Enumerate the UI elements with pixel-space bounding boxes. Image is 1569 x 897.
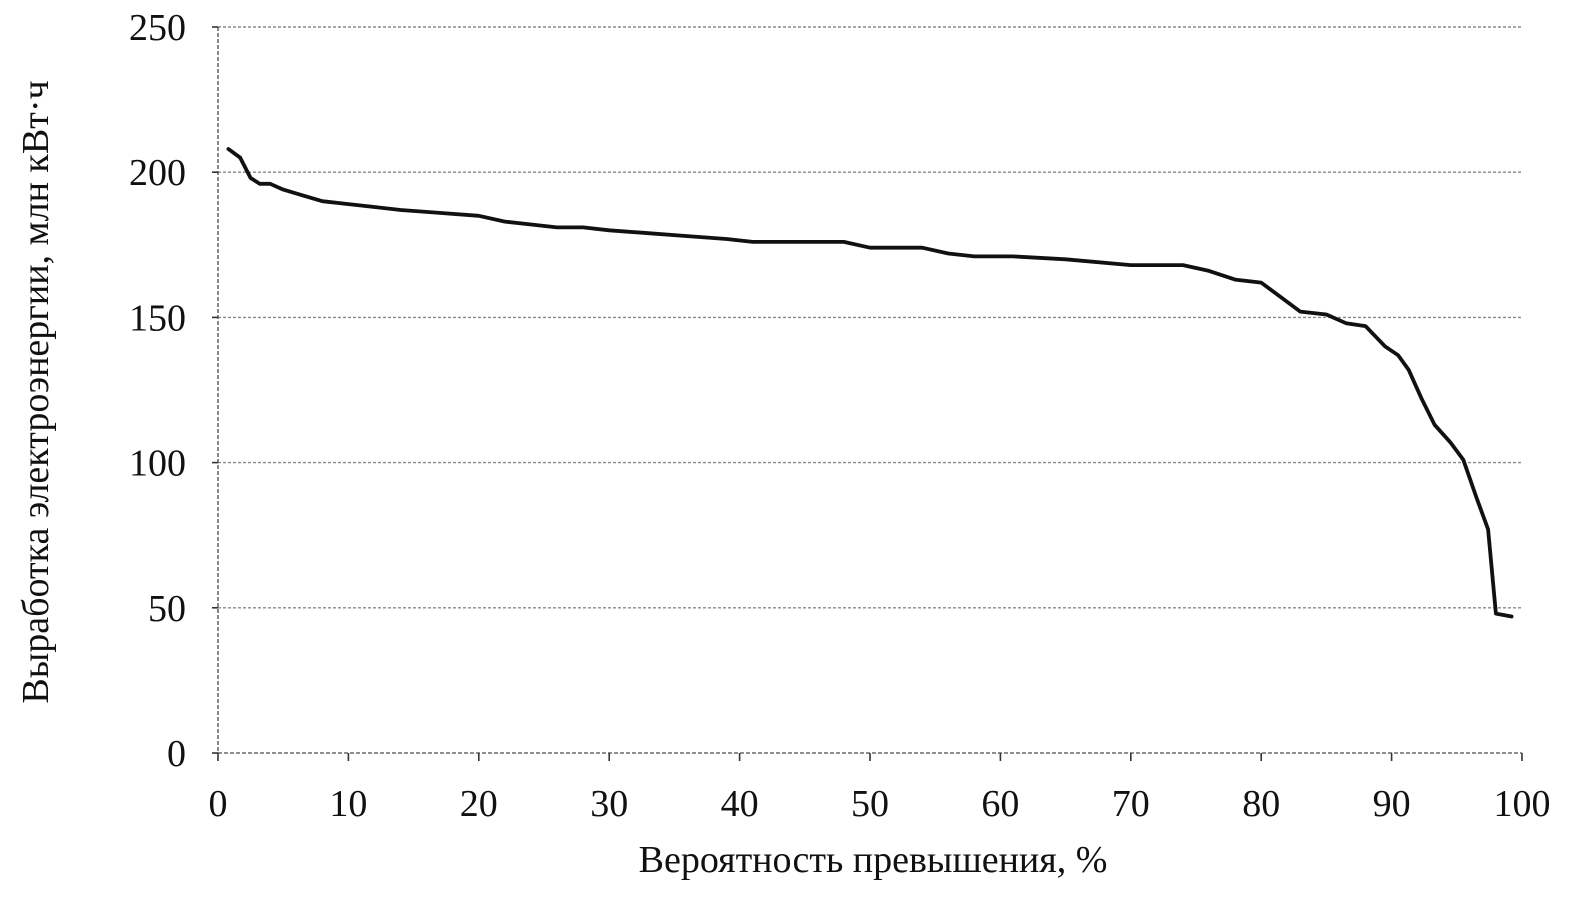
x-tick-label-40: 40 [721,783,759,825]
x-tick-label-50: 50 [851,783,889,825]
x-tick-label-80: 80 [1242,783,1280,825]
gridlines [218,26,1522,609]
x-tick-label-0: 0 [209,783,228,825]
y-tick-label-150: 150 [129,297,186,339]
x-tick-label-20: 20 [460,783,498,825]
x-tick-label-30: 30 [590,783,628,825]
x-tick-label-60: 60 [981,783,1019,825]
y-axis-title: Выработка электроэнергии, млн кВт·ч [15,80,57,703]
x-tick-label-90: 90 [1373,783,1411,825]
series [226,147,1514,619]
y-tick-label-0: 0 [167,733,186,775]
x-tick-label-100: 100 [1494,783,1551,825]
x-tick-label-10: 10 [329,783,367,825]
y-tick-label-200: 200 [129,152,186,194]
tick-labels: 0 10 20 30 40 50 60 70 80 90 100 0 50 100 150 200 250 [129,7,1551,825]
y-tick-label-250: 250 [129,7,186,49]
x-tick-label-70: 70 [1112,783,1150,825]
x-axis-title: Вероятность превышения, % [639,839,1108,881]
series-line-0 [226,147,1514,619]
axes [212,26,1523,761]
y-tick-label-50: 50 [148,588,186,630]
y-tick-label-100: 100 [129,443,186,485]
